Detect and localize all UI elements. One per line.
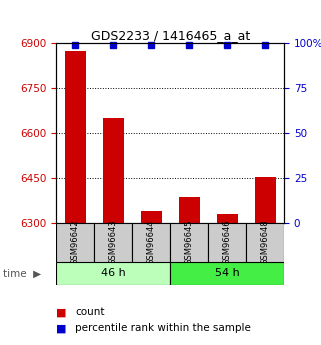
- Text: ■: ■: [56, 324, 67, 333]
- FancyBboxPatch shape: [208, 223, 246, 262]
- FancyBboxPatch shape: [170, 262, 284, 285]
- Text: count: count: [75, 307, 105, 317]
- Text: percentile rank within the sample: percentile rank within the sample: [75, 324, 251, 333]
- Bar: [103, 118, 124, 223]
- Text: 46 h: 46 h: [101, 268, 126, 278]
- Text: GSM96643: GSM96643: [108, 219, 118, 265]
- Title: GDS2233 / 1416465_a_at: GDS2233 / 1416465_a_at: [91, 29, 250, 42]
- Text: GSM96648: GSM96648: [261, 219, 270, 265]
- Text: GSM96645: GSM96645: [185, 220, 194, 265]
- FancyBboxPatch shape: [132, 223, 170, 262]
- FancyBboxPatch shape: [170, 223, 208, 262]
- Text: GSM96644: GSM96644: [147, 220, 156, 265]
- Bar: [217, 214, 238, 223]
- Bar: [179, 197, 200, 223]
- Bar: [141, 210, 161, 223]
- FancyBboxPatch shape: [56, 223, 94, 262]
- Bar: [255, 177, 275, 223]
- Bar: [65, 51, 86, 223]
- Text: GSM96642: GSM96642: [71, 220, 80, 265]
- Text: time  ▶: time ▶: [3, 268, 41, 278]
- Text: GSM96646: GSM96646: [222, 219, 232, 265]
- Text: 54 h: 54 h: [215, 268, 239, 278]
- FancyBboxPatch shape: [246, 223, 284, 262]
- Text: ■: ■: [56, 307, 67, 317]
- FancyBboxPatch shape: [56, 262, 170, 285]
- FancyBboxPatch shape: [94, 223, 132, 262]
